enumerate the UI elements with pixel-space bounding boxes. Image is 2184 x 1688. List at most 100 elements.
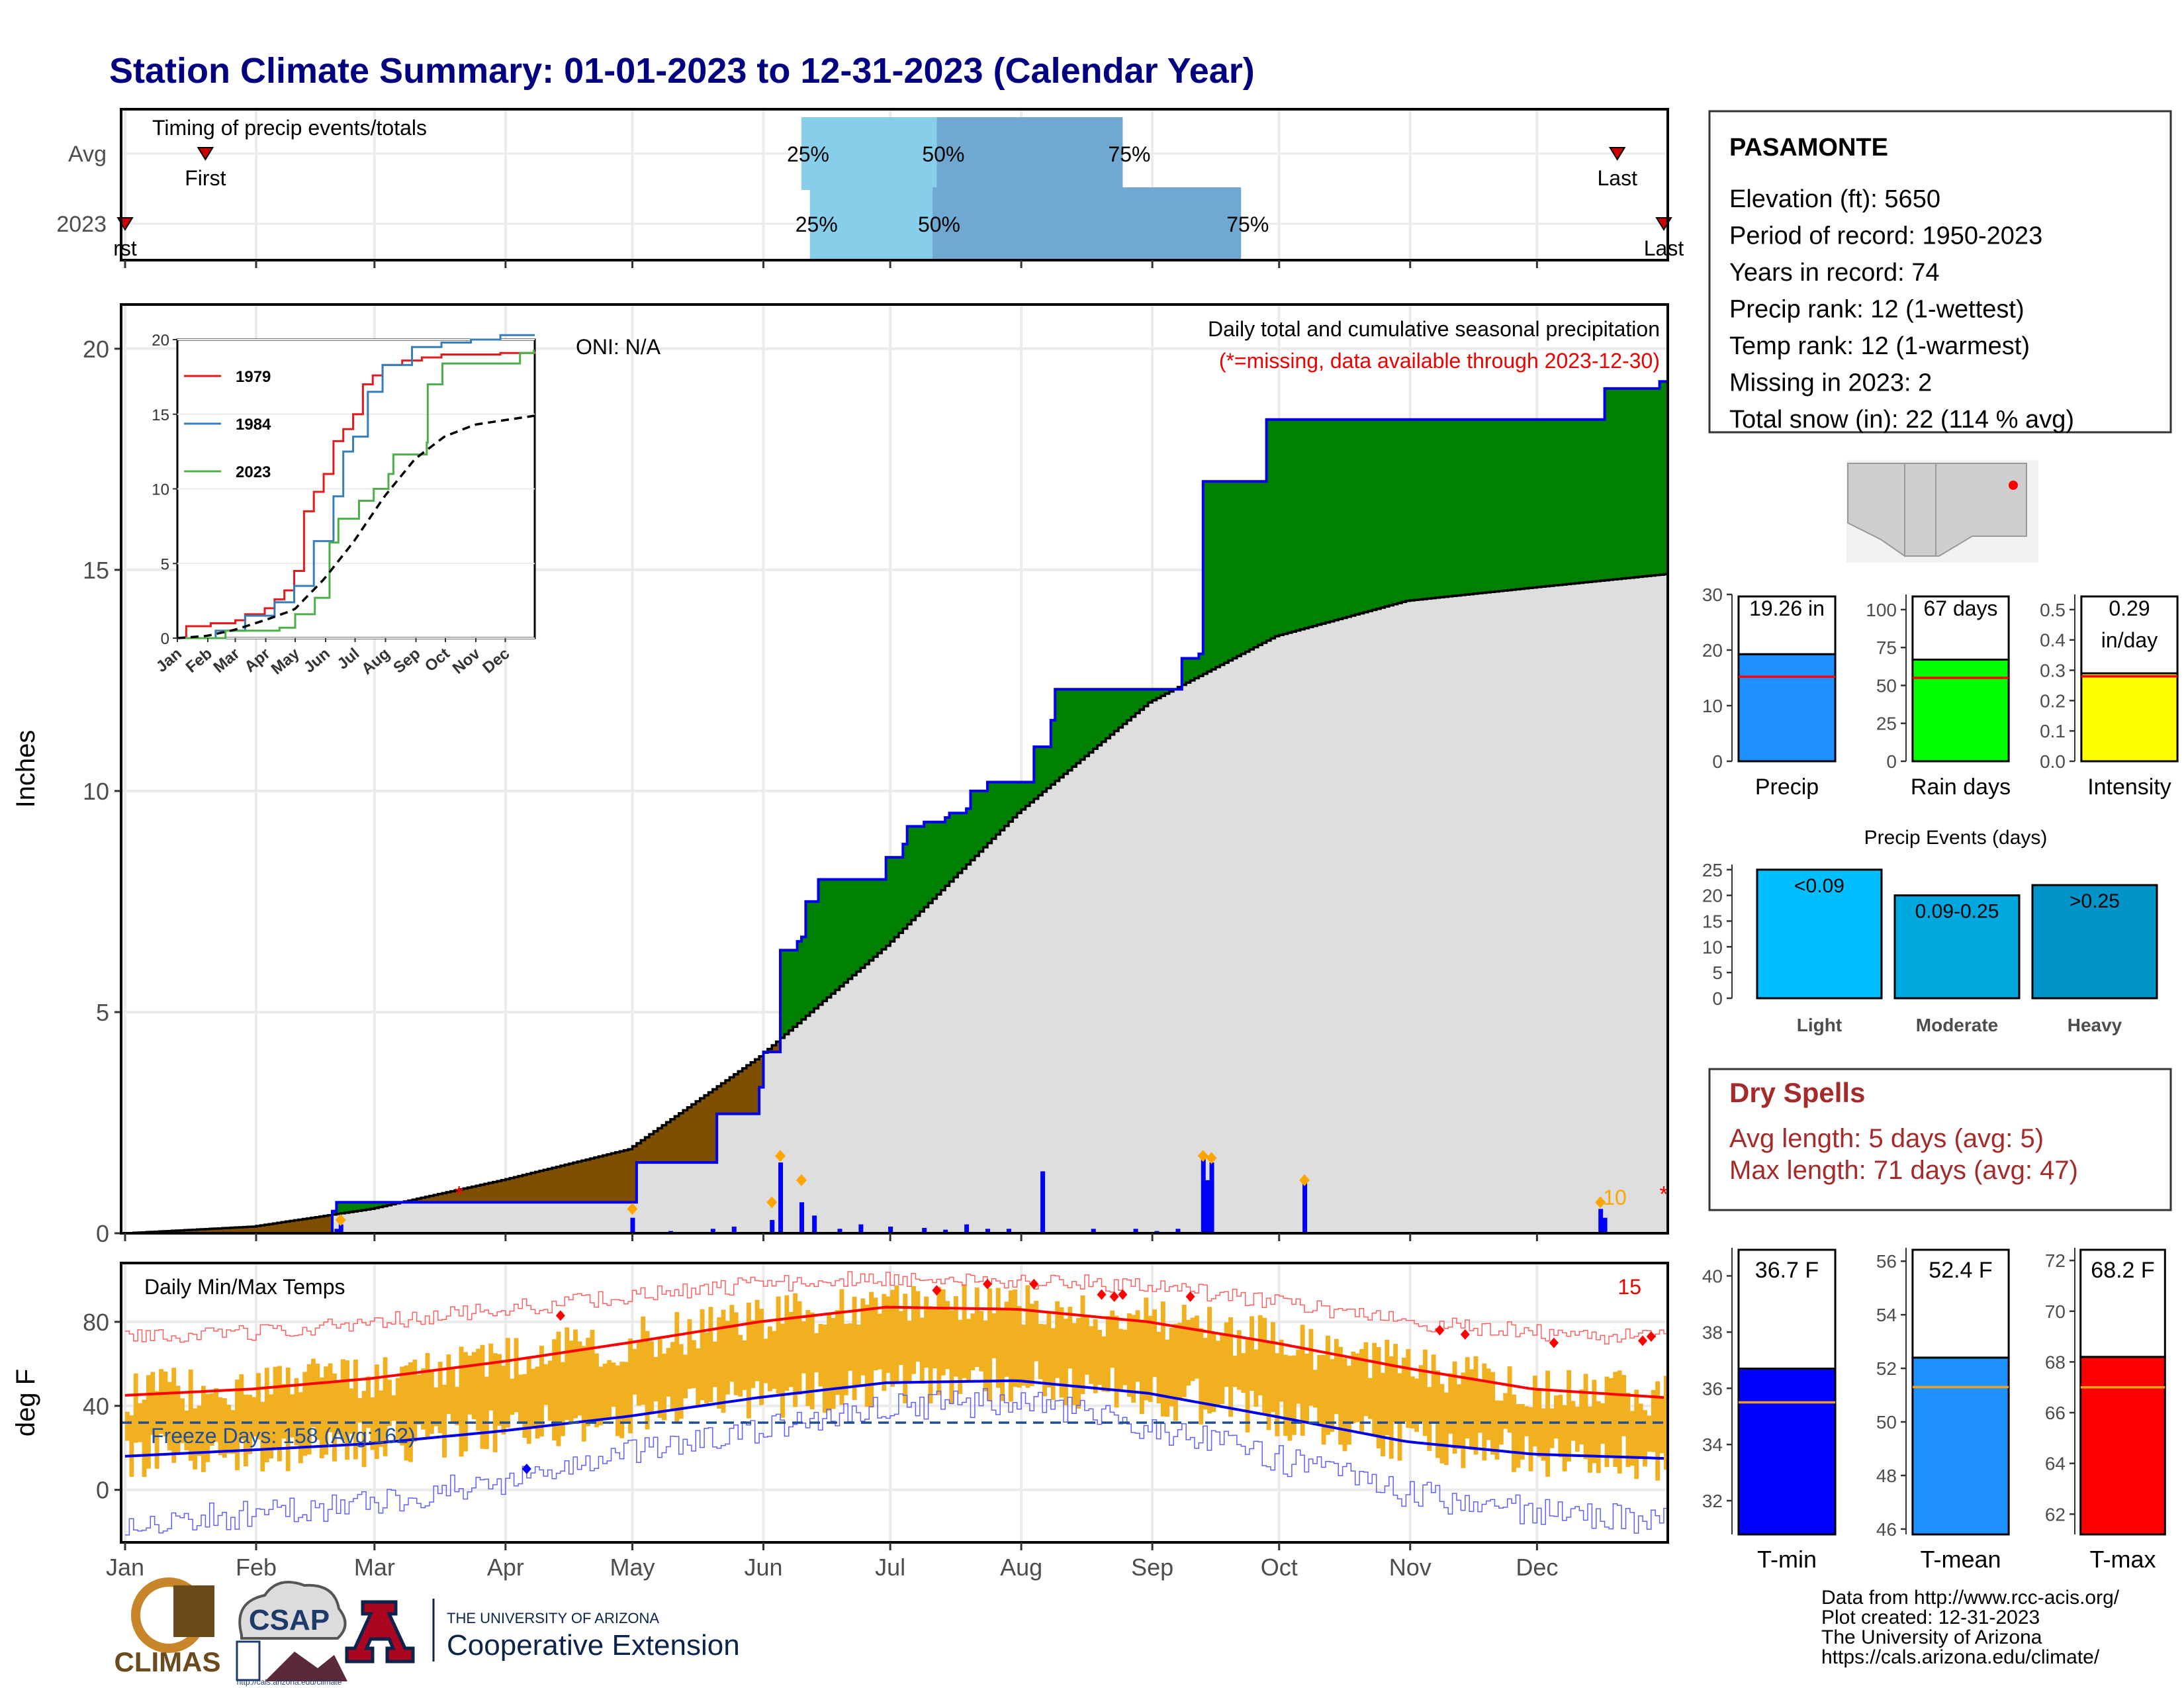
precip-surplus-fill <box>1452 419 1457 596</box>
precip-panel-border <box>120 303 1669 1235</box>
temp-daily-bar <box>738 1335 743 1397</box>
precip-surplus-fill <box>1004 782 1009 826</box>
precip-surplus-fill <box>1160 689 1165 696</box>
timing-q50-label: 50% <box>918 212 960 236</box>
precip-deficit-fill <box>581 1160 586 1203</box>
temp-daily-bar <box>814 1333 819 1373</box>
temp-daily-bar <box>1381 1372 1385 1457</box>
temp-daily-bar <box>1574 1407 1580 1452</box>
temp-daily-bar <box>497 1354 502 1426</box>
temp-daily-bar <box>476 1348 481 1431</box>
temp-daily-bar <box>159 1369 163 1434</box>
temp-daily-bar <box>353 1359 358 1460</box>
precip-surplus-fill <box>1156 689 1161 698</box>
temp-bar-ytick-label: 36 <box>1702 1378 1723 1399</box>
precip-surplus-fill <box>1034 747 1039 799</box>
temp-daily-bar <box>586 1337 591 1427</box>
precip-deficit-fill <box>450 1191 455 1203</box>
temp-daily-bar <box>205 1393 210 1462</box>
temp-record-max-diamond <box>1646 1331 1656 1342</box>
summary-bar <box>1911 659 2010 763</box>
precip-deficit-fill <box>611 1153 616 1203</box>
month-label: Nov <box>1389 1554 1432 1581</box>
temp-daily-bar <box>1148 1315 1153 1402</box>
temp-daily-bar <box>788 1311 794 1387</box>
temp-record-max-diamond <box>1549 1337 1559 1348</box>
temp-daily-bar <box>269 1394 274 1459</box>
temp-daily-bar <box>332 1373 337 1462</box>
temp-daily-bar <box>142 1399 147 1477</box>
precip-deficit-fill <box>273 1223 278 1233</box>
precip-deficit-fill <box>175 1230 181 1233</box>
precip-surplus-fill <box>1013 782 1018 818</box>
temp-daily-bar <box>522 1374 527 1438</box>
temp-daily-bar <box>780 1323 785 1418</box>
temp-daily-bar <box>361 1391 367 1468</box>
month-label: Mar <box>354 1554 395 1581</box>
month-label: Jan <box>106 1554 144 1581</box>
temp-daily-bar <box>1359 1348 1364 1432</box>
precip-surplus-fill <box>953 813 958 878</box>
temp-daily-bar <box>670 1342 675 1411</box>
station-info-line: Period of record: 1950-2023 <box>1729 222 2042 250</box>
temp-daily-bar <box>1338 1346 1343 1445</box>
temp-daily-bar <box>1638 1403 1643 1458</box>
precip-deficit-fill <box>518 1176 523 1203</box>
events-category-label: Heavy <box>2068 1015 2122 1035</box>
precip-surplus-fill <box>1262 481 1267 643</box>
temp-ylabel: deg F <box>11 1369 40 1436</box>
precip-surplus-fill <box>848 879 853 979</box>
precip-surplus-fill <box>1055 689 1060 781</box>
temp-bar-ytick-label: 50 <box>1876 1412 1897 1432</box>
temp-daily-bar <box>1588 1406 1592 1473</box>
events-ytick-label: 5 <box>1712 962 1723 983</box>
temp-record-max-diamond <box>1638 1335 1648 1346</box>
precip-daily-bar <box>731 1226 737 1233</box>
precip-surplus-fill <box>1076 689 1081 763</box>
temp-daily-bar <box>552 1339 557 1441</box>
temp-bar-ytick-label: 70 <box>2045 1301 2066 1322</box>
precip-deficit-fill <box>721 1083 726 1114</box>
temp-daily-bar <box>281 1383 287 1439</box>
temp-daily-bar <box>746 1302 751 1419</box>
temp-daily-bar <box>1122 1329 1128 1385</box>
temp-daily-bar <box>306 1364 312 1455</box>
temp-daily-bar <box>767 1326 772 1391</box>
temp-daily-bar <box>1186 1320 1191 1386</box>
precip-surplus-fill <box>1553 419 1559 586</box>
precip-deficit-fill <box>619 1151 625 1203</box>
temp-daily-bar <box>1304 1353 1309 1424</box>
precip-deficit-fill <box>222 1228 227 1233</box>
temp-daily-bar <box>928 1306 933 1404</box>
precip-deficit-fill <box>552 1168 557 1203</box>
precip-snow-diamond <box>1595 1196 1606 1209</box>
temp-daily-bar <box>590 1329 595 1424</box>
csap-logo-bars <box>236 1640 261 1681</box>
temp-daily-bar <box>1181 1305 1187 1397</box>
precip-snow-diamond <box>1206 1152 1217 1164</box>
precip-surplus-fill <box>949 813 954 882</box>
temp-daily-bar <box>455 1387 460 1426</box>
temp-daily-bar <box>1439 1383 1445 1464</box>
precip-surplus-fill <box>1457 419 1462 596</box>
temp-daily-bar <box>311 1358 316 1427</box>
precip-surplus-fill <box>1435 419 1441 598</box>
precip-surplus-fill <box>1414 419 1420 600</box>
temp-daily-bar <box>991 1313 997 1358</box>
precip-surplus-fill <box>1545 419 1551 586</box>
precip-surplus-fill <box>907 826 912 925</box>
footer-line: The University of Arizona <box>1821 1626 2042 1648</box>
precip-surplus-fill <box>1503 419 1508 591</box>
precip-surplus-fill <box>809 901 815 1012</box>
precip-deficit-fill <box>696 1101 701 1163</box>
precip-surplus-fill <box>1388 419 1394 606</box>
temp-daily-bar <box>1253 1349 1259 1407</box>
precip-surplus-fill <box>1042 747 1048 792</box>
precip-surplus-fill <box>1524 419 1529 588</box>
precip-surplus-fill <box>1381 419 1386 608</box>
timing-q75-label: 75% <box>1108 142 1150 166</box>
temp-daily-bar <box>1296 1349 1301 1404</box>
footer-line: https://cals.arizona.edu/climate/ <box>1821 1646 2100 1668</box>
precip-deficit-fill <box>535 1172 540 1203</box>
precip-surplus-fill <box>1131 689 1136 717</box>
